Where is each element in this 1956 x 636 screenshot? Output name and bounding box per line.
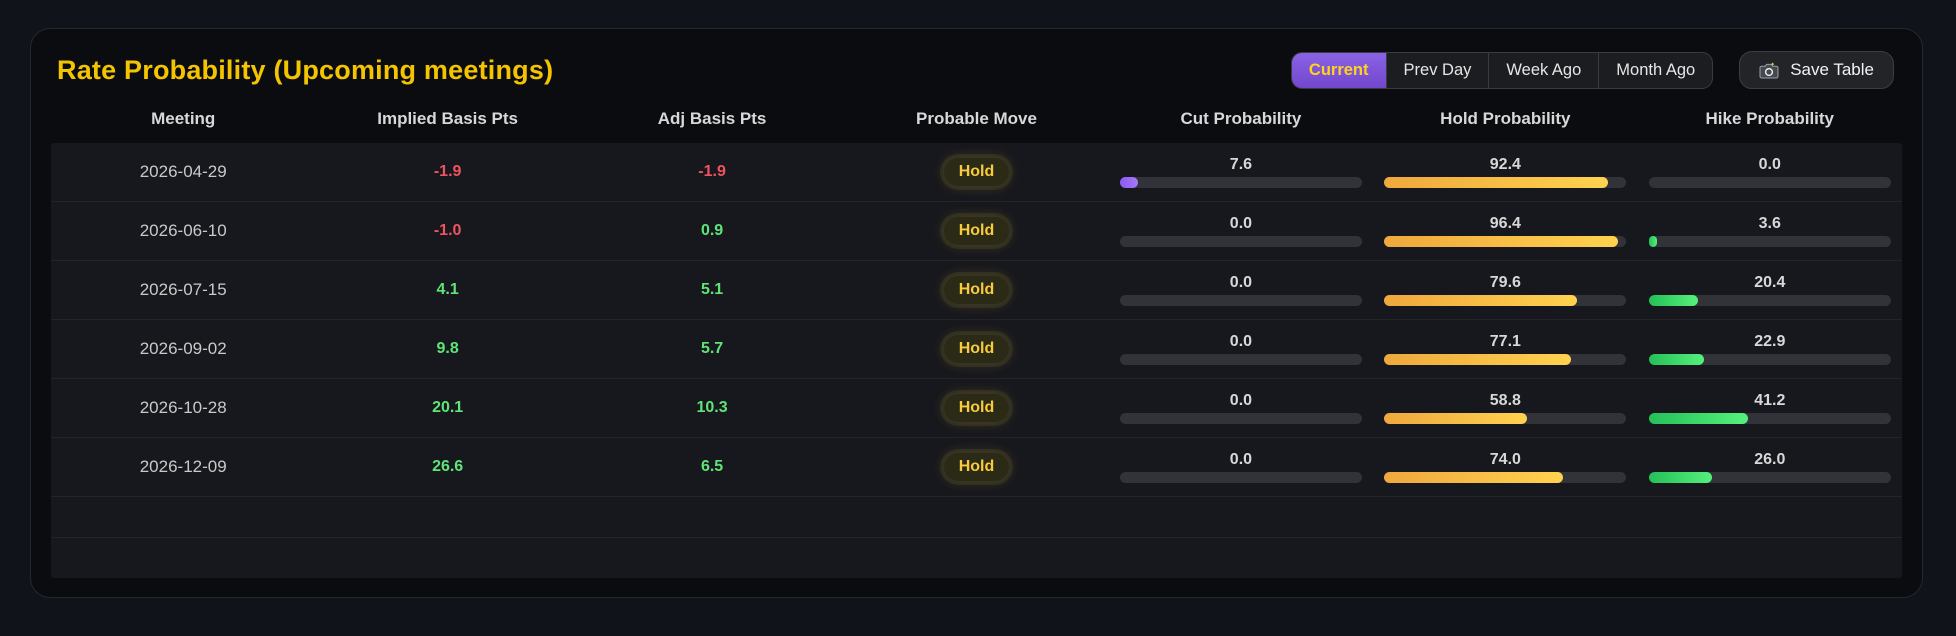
implied-basis-pts: 9.8 <box>436 340 459 357</box>
table-row-empty <box>51 537 1902 578</box>
cut-probability-bar <box>1119 295 1362 307</box>
cut-probability-bar <box>1119 413 1362 425</box>
implied-basis-pts: -1.9 <box>433 163 462 180</box>
cut-probability-value: 0.0 <box>1229 332 1253 350</box>
implied-basis-pts: 4.1 <box>436 281 459 298</box>
tab-month-ago[interactable]: Month Ago <box>1598 52 1712 88</box>
hold-probability-bar <box>1384 295 1627 307</box>
meeting-date: 2026-09-02 <box>139 339 227 358</box>
adj-basis-pts: -1.9 <box>698 163 726 180</box>
probable-move-badge: Hold <box>943 217 1010 245</box>
implied-basis-pts: 26.6 <box>432 458 464 475</box>
meeting-date: 2026-10-28 <box>139 398 227 417</box>
hike-probability-bar <box>1648 177 1891 189</box>
hold-probability-value: 77.1 <box>1489 332 1521 350</box>
cut-probability-value: 0.0 <box>1229 391 1253 409</box>
meeting-date: 2026-12-09 <box>139 457 227 476</box>
hike-probability-value: 22.9 <box>1754 332 1786 350</box>
header-controls: Current Prev Day Week Ago Month Ago Save… <box>1290 51 1894 89</box>
tab-prev-day[interactable]: Prev Day <box>1385 52 1489 88</box>
history-tab-group: Current Prev Day Week Ago Month Ago <box>1290 51 1714 89</box>
meeting-date: 2026-07-15 <box>139 280 227 299</box>
panel-header: Rate Probability (Upcoming meetings) Cur… <box>31 29 1922 95</box>
column-header-probable-move: Probable Move <box>916 109 1037 128</box>
cut-probability-bar <box>1119 354 1362 366</box>
hike-probability-bar <box>1648 295 1891 307</box>
table-header-row: Meeting Implied Basis Pts Adj Basis Pts … <box>51 95 1902 143</box>
probable-move-badge: Hold <box>943 158 1010 186</box>
table-row: 2026-12-09 26.6 6.5 Hold 0.0 74.0 26.0 <box>51 437 1902 496</box>
hold-probability-bar <box>1384 177 1627 189</box>
table-row-empty <box>51 496 1902 537</box>
rate-probability-panel: Rate Probability (Upcoming meetings) Cur… <box>30 28 1923 598</box>
hike-probability-bar <box>1648 354 1891 366</box>
probable-move-badge: Hold <box>943 276 1010 304</box>
probable-move-badge: Hold <box>943 453 1010 481</box>
table-row: 2026-07-15 4.1 5.1 Hold 0.0 79.6 20.4 <box>51 260 1902 319</box>
save-table-button[interactable]: Save Table <box>1739 51 1894 89</box>
camera-icon <box>1759 61 1780 80</box>
column-header-adj-basis: Adj Basis Pts <box>657 109 767 128</box>
cut-probability-bar <box>1119 177 1362 189</box>
cut-probability-value: 0.0 <box>1229 214 1253 232</box>
meeting-date: 2026-04-29 <box>139 162 227 181</box>
cut-probability-bar <box>1119 236 1362 248</box>
page-title: Rate Probability (Upcoming meetings) <box>57 54 554 85</box>
hike-probability-value: 26.0 <box>1754 450 1786 468</box>
hold-probability-value: 79.6 <box>1489 273 1521 291</box>
implied-basis-pts: 20.1 <box>432 399 464 416</box>
hike-probability-value: 0.0 <box>1758 155 1781 173</box>
tab-week-ago[interactable]: Week Ago <box>1488 52 1598 88</box>
save-table-label: Save Table <box>1790 60 1874 79</box>
probable-move-badge: Hold <box>943 335 1010 363</box>
table-row: 2026-09-02 9.8 5.7 Hold 0.0 77.1 22.9 <box>51 319 1902 378</box>
adj-basis-pts: 0.9 <box>700 222 724 239</box>
hold-probability-value: 74.0 <box>1489 450 1521 468</box>
rate-probability-table: Meeting Implied Basis Pts Adj Basis Pts … <box>31 95 1922 578</box>
hold-probability-value: 96.4 <box>1489 214 1521 232</box>
hold-probability-bar <box>1384 413 1627 425</box>
tab-current[interactable]: Current <box>1291 52 1386 88</box>
table-body: 2026-04-29 -1.9 -1.9 Hold 7.6 92.4 0.0 2… <box>51 143 1902 578</box>
hike-probability-value: 3.6 <box>1758 214 1781 232</box>
cut-probability-value: 0.0 <box>1229 273 1253 291</box>
implied-basis-pts: -1.0 <box>433 222 462 239</box>
hold-probability-value: 92.4 <box>1489 155 1521 173</box>
table-row: 2026-04-29 -1.9 -1.9 Hold 7.6 92.4 0.0 <box>51 143 1902 201</box>
adj-basis-pts: 5.7 <box>700 340 724 357</box>
adj-basis-pts: 10.3 <box>696 399 728 416</box>
cut-probability-bar <box>1119 472 1362 484</box>
hike-probability-bar <box>1648 236 1891 248</box>
adj-basis-pts: 5.1 <box>700 281 724 298</box>
table-row: 2026-06-10 -1.0 0.9 Hold 0.0 96.4 3.6 <box>51 201 1902 260</box>
hike-probability-value: 20.4 <box>1754 273 1786 291</box>
cut-probability-value: 7.6 <box>1229 155 1253 173</box>
table-row: 2026-10-28 20.1 10.3 Hold 0.0 58.8 41.2 <box>51 378 1902 437</box>
hold-probability-bar <box>1384 472 1627 484</box>
hold-probability-bar <box>1384 236 1627 248</box>
column-header-implied-basis: Implied Basis Pts <box>377 109 519 128</box>
column-header-hike-probability: Hike Probability <box>1705 109 1835 128</box>
hold-probability-bar <box>1384 354 1627 366</box>
column-header-meeting: Meeting <box>151 109 216 128</box>
meeting-date: 2026-06-10 <box>139 221 227 240</box>
column-header-cut-probability: Cut Probability <box>1180 109 1302 128</box>
adj-basis-pts: 6.5 <box>700 458 724 475</box>
hike-probability-bar <box>1648 472 1891 484</box>
column-header-hold-probability: Hold Probability <box>1440 109 1571 128</box>
cut-probability-value: 0.0 <box>1229 450 1253 468</box>
hike-probability-bar <box>1648 413 1891 425</box>
probable-move-badge: Hold <box>943 394 1010 422</box>
hike-probability-value: 41.2 <box>1754 391 1786 409</box>
hold-probability-value: 58.8 <box>1489 391 1521 409</box>
